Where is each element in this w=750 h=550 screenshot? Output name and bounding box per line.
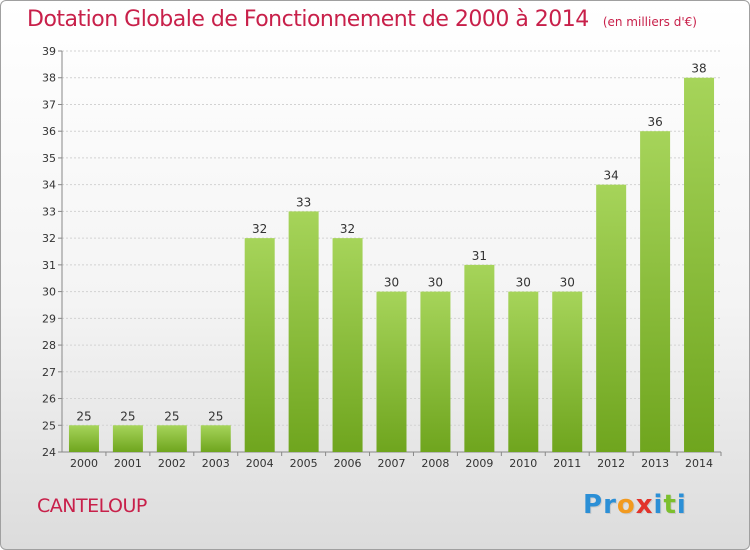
x-tick-label: 2010 [509, 457, 537, 470]
x-tick-label: 2009 [465, 457, 493, 470]
bar [420, 291, 451, 452]
y-tick-label: 24 [42, 446, 56, 459]
x-tick-label: 2005 [290, 457, 318, 470]
chart-subtitle: (en milliers d'€) [602, 15, 697, 29]
y-tick-label: 29 [42, 312, 56, 325]
x-tick-label: 2013 [641, 457, 669, 470]
bar-value-label: 33 [296, 195, 311, 209]
y-tick-label: 26 [42, 393, 56, 406]
bar [332, 238, 363, 452]
y-tick-label: 27 [42, 366, 56, 379]
bar-value-label: 30 [560, 276, 575, 290]
x-tick-label: 2002 [158, 457, 186, 470]
logo-letter: t [663, 490, 677, 520]
bar-value-label: 25 [164, 409, 179, 423]
x-tick-label: 2012 [597, 457, 625, 470]
y-tick-label: 25 [42, 419, 56, 432]
y-tick-label: 33 [42, 205, 56, 218]
logo-letter: i [653, 490, 664, 520]
bar-value-label: 32 [252, 222, 267, 236]
logo-letter: P [583, 490, 604, 520]
bar [596, 184, 627, 452]
bar-value-label: 30 [428, 276, 443, 290]
bar [288, 211, 319, 452]
x-tick-label: 2014 [685, 457, 713, 470]
y-tick-label: 28 [42, 339, 56, 352]
bar [200, 425, 231, 452]
x-tick-label: 2007 [378, 457, 406, 470]
bar [376, 291, 407, 452]
chart-title: Dotation Globale de Fonctionnement de 20… [27, 7, 697, 32]
bar [640, 131, 671, 452]
bar-value-label: 25 [120, 409, 135, 423]
bar [112, 425, 143, 452]
bar [156, 425, 187, 452]
proxiti-logo: Proxiti [583, 490, 687, 520]
bar-value-label: 30 [516, 276, 531, 290]
logo-letter: x [635, 490, 654, 520]
x-tick-label: 2008 [421, 457, 449, 470]
chart-title-text: Dotation Globale de Fonctionnement de 20… [27, 7, 589, 32]
y-tick-label: 32 [42, 232, 56, 245]
bar-value-label: 25 [208, 409, 223, 423]
y-tick-label: 31 [42, 259, 56, 272]
y-tick-label: 34 [42, 179, 56, 192]
bar-value-label: 31 [472, 249, 487, 263]
bar-value-label: 25 [76, 409, 91, 423]
x-tick-label: 2001 [114, 457, 142, 470]
x-tick-label: 2003 [202, 457, 230, 470]
bar [464, 264, 495, 452]
y-tick-label: 38 [42, 72, 56, 85]
bar [244, 238, 275, 452]
bar-value-label: 30 [384, 276, 399, 290]
bar [552, 291, 583, 452]
y-tick-label: 36 [42, 125, 56, 138]
x-tick-label: 2006 [334, 457, 362, 470]
logo-letter: o [616, 490, 636, 520]
logo-letter: r [603, 490, 617, 520]
bar [68, 425, 99, 452]
y-tick-label: 39 [42, 45, 56, 58]
x-tick-label: 2000 [70, 457, 98, 470]
x-tick-label: 2011 [553, 457, 581, 470]
bar-value-label: 36 [647, 115, 662, 129]
commune-name: CANTELOUP [37, 495, 147, 517]
bar-value-label: 38 [691, 62, 706, 76]
y-tick-label: 37 [42, 98, 56, 111]
bar-value-label: 32 [340, 222, 355, 236]
x-tick-label: 2004 [246, 457, 274, 470]
y-tick-label: 30 [42, 286, 56, 299]
logo-letter: i [676, 490, 687, 520]
bar [684, 77, 715, 452]
y-tick-label: 35 [42, 152, 56, 165]
bar-value-label: 34 [604, 169, 619, 183]
bar [508, 291, 539, 452]
